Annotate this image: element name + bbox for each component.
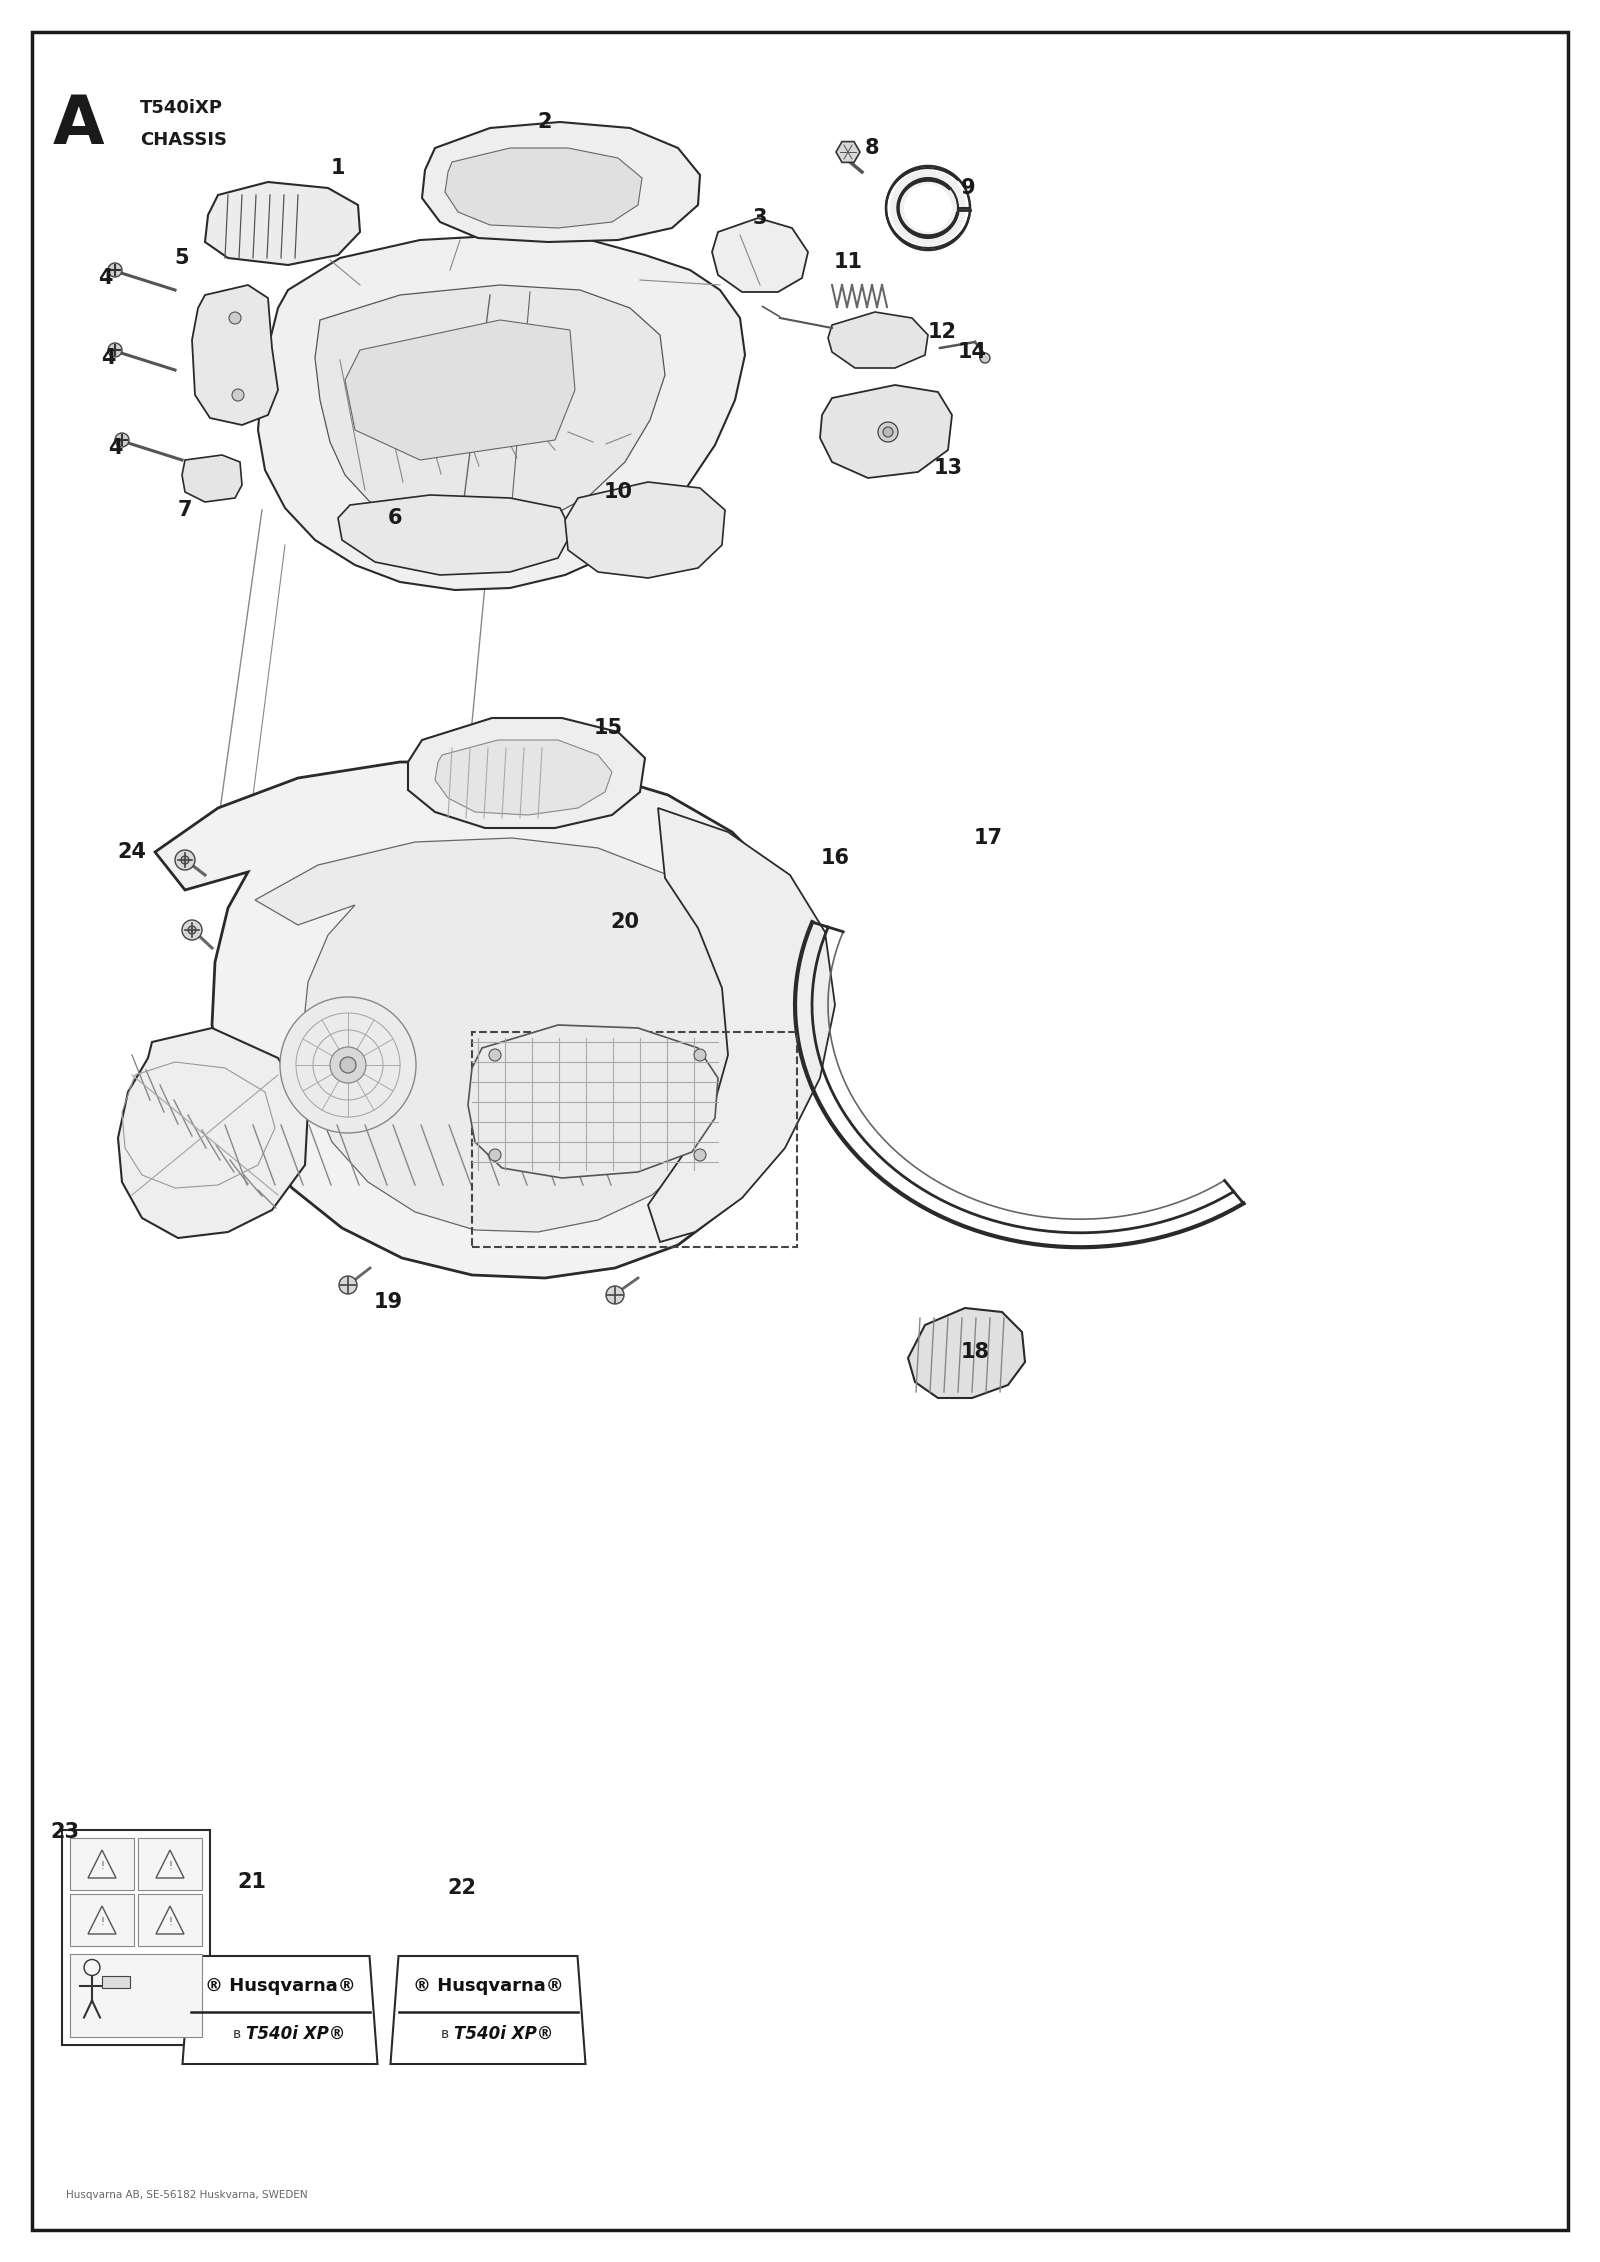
Circle shape bbox=[979, 353, 990, 362]
Circle shape bbox=[490, 1149, 501, 1160]
Polygon shape bbox=[254, 837, 749, 1233]
Polygon shape bbox=[390, 1957, 586, 2063]
Polygon shape bbox=[909, 1307, 1026, 1398]
Polygon shape bbox=[565, 482, 725, 579]
Circle shape bbox=[490, 1050, 501, 1061]
Polygon shape bbox=[435, 740, 611, 814]
Bar bbox=[138, 1839, 202, 1891]
Polygon shape bbox=[258, 235, 746, 590]
Text: 5: 5 bbox=[174, 249, 189, 267]
Circle shape bbox=[109, 344, 122, 357]
Text: 2: 2 bbox=[538, 113, 552, 131]
Circle shape bbox=[883, 428, 893, 437]
Text: 4: 4 bbox=[101, 348, 115, 369]
Text: 15: 15 bbox=[594, 717, 622, 737]
Text: 20: 20 bbox=[611, 912, 640, 932]
Text: 24: 24 bbox=[117, 841, 147, 862]
Text: T540i XP®: T540i XP® bbox=[246, 2024, 346, 2043]
Text: !: ! bbox=[168, 1916, 171, 1927]
Text: ʙ: ʙ bbox=[442, 2027, 450, 2040]
Text: 6: 6 bbox=[387, 509, 402, 527]
Text: !: ! bbox=[101, 1862, 104, 1871]
Circle shape bbox=[694, 1050, 706, 1061]
Circle shape bbox=[115, 432, 130, 448]
Polygon shape bbox=[192, 285, 278, 425]
Polygon shape bbox=[445, 147, 642, 228]
Text: 4: 4 bbox=[98, 267, 112, 287]
Text: 17: 17 bbox=[973, 828, 1003, 848]
Circle shape bbox=[280, 998, 416, 1133]
Bar bbox=[70, 1954, 202, 2038]
Text: T540i XP®: T540i XP® bbox=[454, 2024, 554, 2043]
Text: CHASSIS: CHASSIS bbox=[141, 131, 227, 149]
Text: A: A bbox=[53, 93, 104, 158]
Polygon shape bbox=[835, 143, 861, 163]
Polygon shape bbox=[829, 312, 928, 369]
Circle shape bbox=[181, 855, 189, 864]
Text: 7: 7 bbox=[178, 500, 192, 520]
Text: 22: 22 bbox=[448, 1877, 477, 1898]
Bar bbox=[102, 1975, 130, 1988]
Circle shape bbox=[339, 1056, 355, 1072]
Text: 21: 21 bbox=[237, 1873, 267, 1891]
Text: !: ! bbox=[168, 1862, 171, 1871]
Circle shape bbox=[182, 921, 202, 941]
Polygon shape bbox=[338, 495, 573, 575]
Text: T540iXP: T540iXP bbox=[141, 100, 222, 118]
Polygon shape bbox=[205, 181, 360, 265]
Text: ® Husqvarna®: ® Husqvarna® bbox=[205, 1977, 355, 1995]
Polygon shape bbox=[712, 217, 808, 292]
Text: 1: 1 bbox=[331, 158, 346, 179]
Circle shape bbox=[109, 262, 122, 276]
Polygon shape bbox=[182, 1957, 378, 2063]
Text: 3: 3 bbox=[752, 208, 768, 228]
Text: 23: 23 bbox=[51, 1821, 80, 1841]
Polygon shape bbox=[155, 762, 818, 1278]
Circle shape bbox=[229, 312, 242, 323]
Circle shape bbox=[330, 1047, 366, 1083]
Circle shape bbox=[694, 1149, 706, 1160]
Text: 14: 14 bbox=[957, 342, 987, 362]
Circle shape bbox=[232, 389, 243, 400]
Text: 12: 12 bbox=[928, 321, 957, 342]
Polygon shape bbox=[315, 285, 666, 532]
Polygon shape bbox=[467, 1025, 718, 1179]
Circle shape bbox=[174, 851, 195, 871]
Text: ® Husqvarna®: ® Husqvarna® bbox=[413, 1977, 563, 1995]
Text: ʙ: ʙ bbox=[234, 2027, 242, 2040]
Circle shape bbox=[339, 1276, 357, 1294]
Circle shape bbox=[606, 1287, 624, 1303]
Text: 11: 11 bbox=[834, 251, 862, 271]
Bar bbox=[138, 1893, 202, 1945]
Text: Husqvarna AB, SE-56182 Huskvarna, SWEDEN: Husqvarna AB, SE-56182 Huskvarna, SWEDEN bbox=[66, 2190, 307, 2201]
Bar bbox=[62, 1830, 210, 2045]
Polygon shape bbox=[346, 319, 574, 459]
Circle shape bbox=[904, 183, 952, 233]
Polygon shape bbox=[182, 455, 242, 502]
Text: 18: 18 bbox=[960, 1341, 989, 1362]
Polygon shape bbox=[819, 385, 952, 477]
Text: !: ! bbox=[101, 1916, 104, 1927]
Text: 4: 4 bbox=[107, 439, 122, 457]
Circle shape bbox=[878, 423, 898, 441]
Text: 13: 13 bbox=[933, 457, 963, 477]
Circle shape bbox=[890, 170, 966, 247]
Bar bbox=[70, 1893, 134, 1945]
Bar bbox=[70, 1839, 134, 1891]
Polygon shape bbox=[408, 717, 645, 828]
Polygon shape bbox=[422, 122, 701, 242]
Text: 16: 16 bbox=[821, 848, 850, 869]
Text: 8: 8 bbox=[864, 138, 880, 158]
Bar bbox=[472, 1031, 797, 1246]
Text: 10: 10 bbox=[603, 482, 632, 502]
Circle shape bbox=[189, 925, 195, 934]
Text: 19: 19 bbox=[373, 1292, 403, 1312]
Polygon shape bbox=[118, 1027, 307, 1237]
Text: 9: 9 bbox=[960, 179, 976, 199]
Polygon shape bbox=[648, 808, 835, 1242]
